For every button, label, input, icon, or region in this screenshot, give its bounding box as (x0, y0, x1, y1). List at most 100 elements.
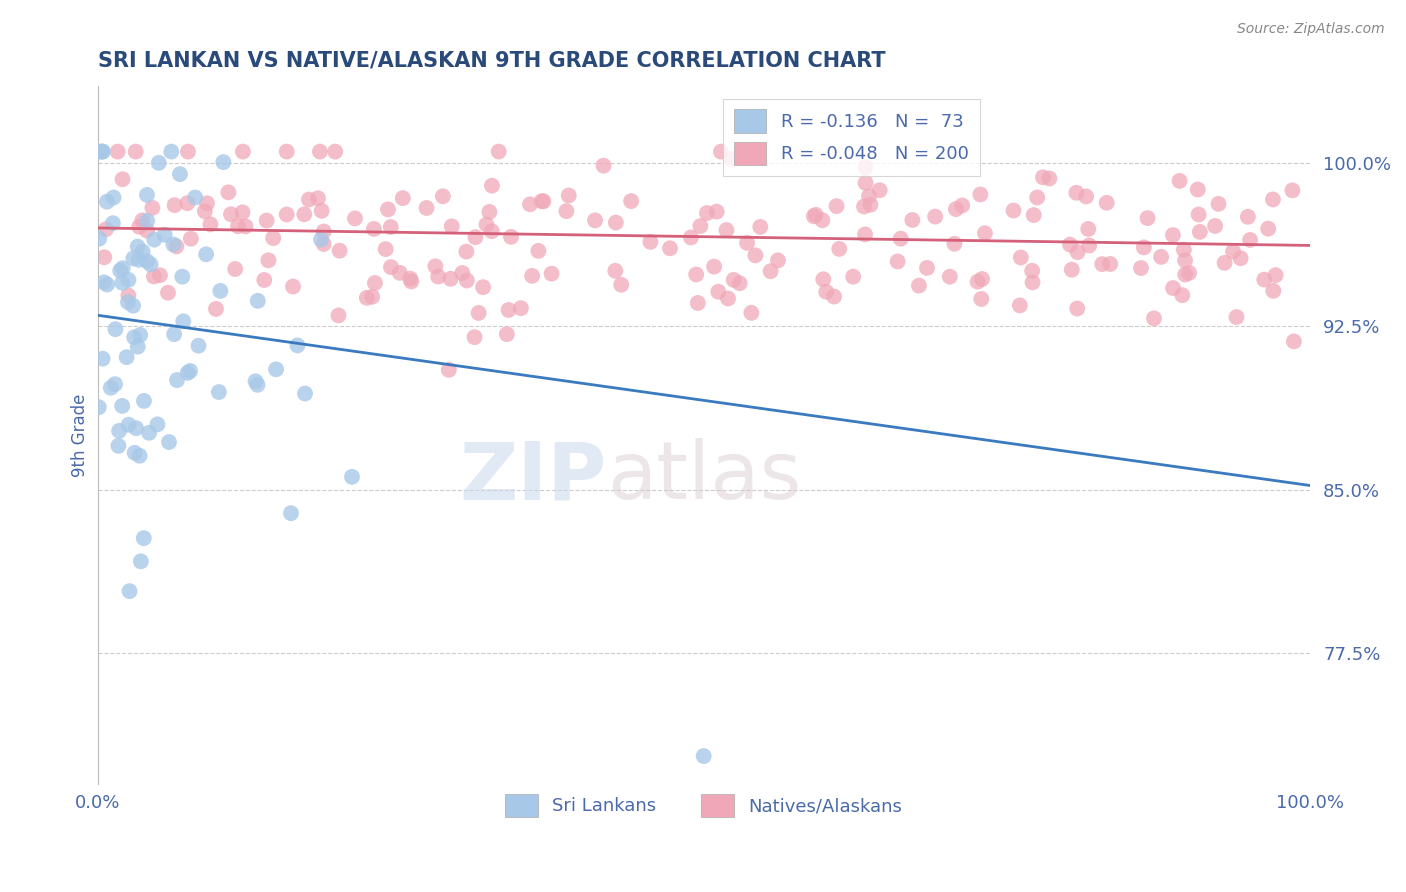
Point (264, 362, 287, 376)
Point (122, 299, 145, 313)
Point (163, 198, 186, 212)
Point (1161, 228, 1184, 243)
Point (309, 145, 332, 159)
Point (432, 189, 454, 203)
Point (129, 554, 152, 568)
Point (131, 244, 153, 259)
Point (110, 263, 132, 277)
Point (1208, 197, 1230, 211)
Point (689, 219, 711, 233)
Point (472, 280, 495, 294)
Point (195, 196, 218, 211)
Point (1038, 171, 1060, 186)
Point (842, 269, 865, 284)
Point (232, 145, 254, 159)
Point (107, 439, 129, 453)
Y-axis label: 9th Grade: 9th Grade (72, 393, 89, 477)
Point (915, 260, 938, 275)
Point (311, 203, 333, 218)
Point (1010, 251, 1032, 265)
Point (855, 176, 877, 190)
Point (111, 399, 134, 413)
Point (451, 266, 474, 280)
Point (104, 322, 127, 336)
Point (209, 284, 232, 298)
Point (1204, 219, 1226, 233)
Point (117, 288, 139, 302)
Point (520, 268, 543, 283)
Point (813, 272, 835, 286)
Point (91, 145, 114, 159)
Point (1008, 298, 1031, 312)
Point (257, 253, 280, 268)
Point (111, 261, 134, 276)
Point (735, 235, 758, 250)
Point (184, 190, 207, 204)
Point (481, 178, 503, 193)
Point (1099, 257, 1122, 271)
Point (287, 338, 309, 352)
Point (281, 279, 304, 293)
Point (195, 247, 218, 261)
Point (869, 183, 891, 197)
Point (205, 301, 228, 316)
Point (728, 277, 751, 291)
Point (620, 194, 643, 208)
Point (945, 202, 967, 216)
Point (111, 172, 134, 186)
Point (361, 290, 384, 304)
Point (531, 194, 554, 209)
Point (1066, 186, 1088, 200)
Point (558, 188, 581, 202)
Point (156, 285, 179, 300)
Point (1188, 225, 1211, 239)
Point (1239, 233, 1261, 247)
Point (703, 260, 725, 274)
Point (720, 152, 742, 166)
Point (740, 306, 762, 320)
Point (176, 196, 198, 211)
Point (1021, 276, 1043, 290)
Point (96, 277, 118, 292)
Point (104, 377, 127, 392)
Point (803, 209, 825, 223)
Point (91, 145, 114, 159)
Point (309, 233, 332, 247)
Point (1281, 183, 1303, 197)
Point (172, 269, 194, 284)
Point (766, 253, 789, 268)
Point (488, 145, 510, 159)
Point (437, 363, 460, 377)
Point (440, 219, 463, 234)
Point (467, 306, 489, 320)
Point (717, 292, 740, 306)
Point (312, 237, 335, 252)
Point (1187, 182, 1209, 196)
Point (136, 188, 159, 202)
Point (343, 211, 366, 226)
Point (859, 198, 882, 212)
Point (1095, 195, 1118, 210)
Point (391, 191, 413, 205)
Point (117, 417, 139, 432)
Point (966, 275, 988, 289)
Point (388, 266, 411, 280)
Point (1074, 189, 1097, 203)
Point (679, 230, 702, 244)
Point (886, 254, 908, 268)
Point (1077, 222, 1099, 236)
Point (815, 285, 838, 299)
Point (118, 584, 141, 599)
Text: SRI LANKAN VS NATIVE/ALASKAN 9TH GRADE CORRELATION CHART: SRI LANKAN VS NATIVE/ALASKAN 9TH GRADE C… (97, 51, 886, 70)
Point (148, 156, 170, 170)
Point (172, 314, 194, 328)
Point (908, 278, 931, 293)
Point (399, 271, 422, 285)
Point (1022, 208, 1045, 222)
Point (89, 231, 111, 245)
Point (217, 186, 239, 200)
Point (970, 292, 993, 306)
Point (165, 239, 187, 253)
Point (1174, 268, 1197, 282)
Point (226, 219, 249, 234)
